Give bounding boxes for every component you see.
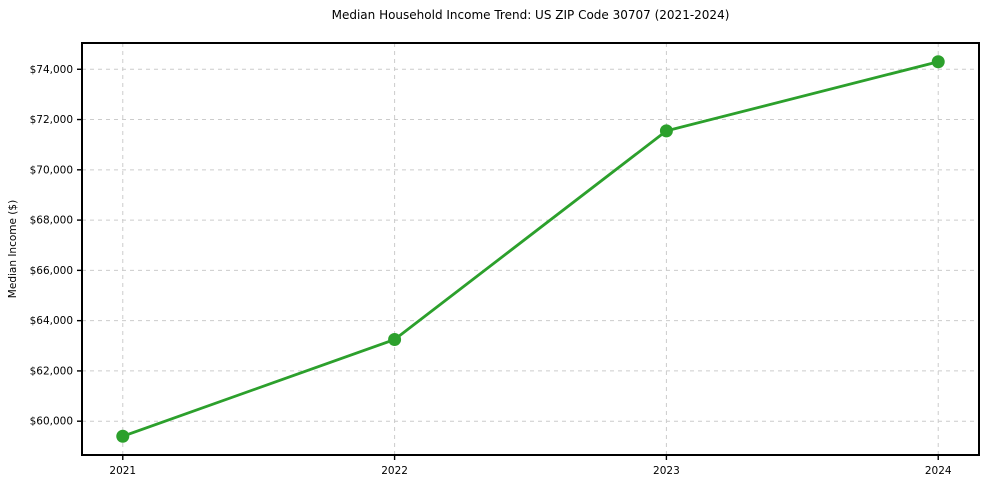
y-tick-label: $74,000: [30, 64, 73, 76]
y-tick-label: $62,000: [30, 365, 73, 377]
y-tick-label: $72,000: [30, 114, 73, 126]
data-point: [388, 332, 402, 346]
y-tick-label: $64,000: [30, 315, 73, 327]
data-point: [116, 429, 130, 443]
axes-spines: [81, 42, 980, 456]
chart-title: Median Household Income Trend: US ZIP Co…: [331, 8, 730, 22]
x-tick-label: 2021: [109, 465, 136, 477]
y-tick-label: $70,000: [30, 164, 73, 176]
trend-line: [121, 60, 940, 438]
x-tick-label: 2022: [381, 465, 408, 477]
data-point: [931, 55, 945, 69]
y-tick-label: $68,000: [30, 215, 73, 227]
x-tick-label: 2023: [653, 465, 680, 477]
x-tick-label: 2024: [925, 465, 952, 477]
data-point: [659, 124, 673, 138]
y-tick-label: $66,000: [30, 265, 73, 277]
y-tick-label: $60,000: [30, 416, 73, 428]
